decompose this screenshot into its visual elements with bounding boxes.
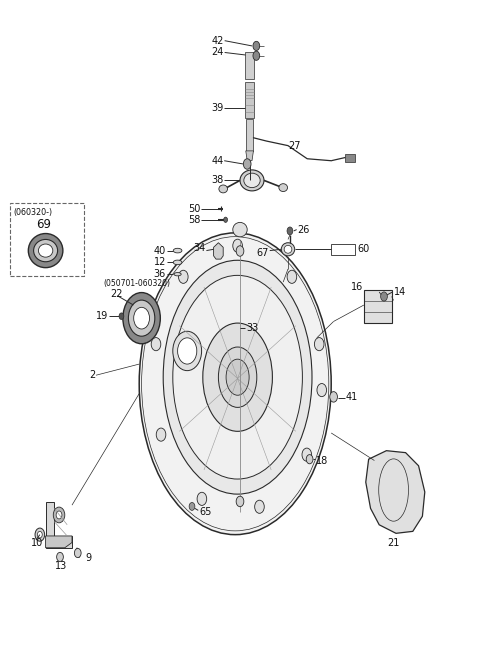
Text: 2: 2 — [89, 370, 95, 380]
Ellipse shape — [173, 331, 202, 371]
Circle shape — [233, 239, 242, 253]
Circle shape — [224, 217, 228, 222]
Circle shape — [57, 552, 63, 562]
Text: 33: 33 — [246, 323, 259, 333]
Text: 14: 14 — [394, 287, 406, 297]
Text: 39: 39 — [211, 103, 224, 113]
Text: 27: 27 — [288, 140, 300, 151]
Ellipse shape — [174, 273, 181, 276]
Circle shape — [287, 227, 293, 235]
Text: 44: 44 — [211, 155, 224, 166]
Circle shape — [314, 338, 324, 351]
Circle shape — [253, 41, 260, 51]
Circle shape — [156, 428, 166, 441]
Bar — [245, 52, 254, 79]
Ellipse shape — [163, 260, 312, 494]
Circle shape — [253, 51, 260, 60]
Ellipse shape — [139, 233, 331, 535]
Polygon shape — [214, 243, 223, 259]
Text: 13: 13 — [55, 561, 68, 571]
Text: 60: 60 — [358, 244, 370, 255]
Ellipse shape — [34, 239, 58, 262]
Circle shape — [74, 548, 81, 558]
Circle shape — [56, 511, 62, 519]
Circle shape — [236, 496, 244, 506]
Circle shape — [35, 528, 45, 541]
Bar — [331, 244, 355, 255]
Bar — [364, 290, 392, 323]
Text: 9: 9 — [85, 552, 92, 563]
Ellipse shape — [219, 185, 228, 193]
Circle shape — [306, 455, 313, 464]
Text: 41: 41 — [346, 392, 358, 402]
Ellipse shape — [279, 184, 288, 192]
Ellipse shape — [123, 293, 160, 344]
Circle shape — [255, 501, 264, 514]
Ellipse shape — [233, 222, 247, 237]
Circle shape — [243, 159, 251, 169]
Polygon shape — [246, 151, 253, 161]
Text: 67: 67 — [256, 247, 269, 258]
Text: 34: 34 — [193, 243, 205, 253]
Text: 69: 69 — [36, 218, 51, 231]
Circle shape — [302, 448, 312, 461]
Text: (050701-060320): (050701-060320) — [103, 279, 170, 288]
Circle shape — [317, 384, 326, 397]
Polygon shape — [46, 536, 72, 548]
Text: 19: 19 — [96, 311, 108, 321]
Ellipse shape — [240, 170, 264, 191]
Circle shape — [287, 270, 297, 283]
Text: 26: 26 — [298, 224, 310, 235]
Text: 21: 21 — [387, 537, 400, 548]
Ellipse shape — [218, 347, 257, 407]
Circle shape — [330, 392, 337, 402]
Text: 40: 40 — [154, 245, 166, 256]
Polygon shape — [366, 451, 425, 533]
Ellipse shape — [133, 307, 149, 329]
Text: 36: 36 — [154, 269, 166, 279]
Ellipse shape — [28, 234, 63, 268]
Text: 22: 22 — [110, 289, 123, 299]
Text: 38: 38 — [211, 175, 224, 186]
Circle shape — [179, 270, 188, 283]
Polygon shape — [46, 502, 72, 548]
FancyBboxPatch shape — [10, 203, 84, 276]
Text: 42: 42 — [211, 35, 224, 46]
Circle shape — [189, 502, 195, 510]
Circle shape — [381, 292, 387, 301]
Circle shape — [236, 246, 244, 256]
Ellipse shape — [173, 260, 182, 264]
Ellipse shape — [128, 300, 155, 336]
Circle shape — [119, 313, 124, 319]
Circle shape — [53, 507, 65, 523]
Circle shape — [197, 492, 207, 505]
Ellipse shape — [173, 248, 182, 253]
Bar — [245, 82, 254, 118]
Ellipse shape — [178, 338, 197, 364]
Ellipse shape — [244, 173, 260, 188]
Text: 24: 24 — [211, 47, 224, 58]
Text: 50: 50 — [189, 203, 201, 214]
Bar — [246, 119, 253, 151]
Text: 16: 16 — [350, 282, 363, 293]
Text: 18: 18 — [316, 455, 328, 466]
Ellipse shape — [226, 359, 249, 395]
Ellipse shape — [173, 276, 302, 479]
Text: 10: 10 — [31, 537, 44, 548]
Bar — [345, 154, 355, 162]
Text: (060320-): (060320-) — [13, 208, 53, 217]
Text: 65: 65 — [199, 506, 212, 517]
Ellipse shape — [281, 243, 295, 256]
Circle shape — [37, 531, 42, 538]
Text: 12: 12 — [154, 257, 166, 268]
Circle shape — [151, 338, 161, 351]
Text: 58: 58 — [189, 215, 201, 225]
Ellipse shape — [284, 245, 292, 253]
Ellipse shape — [38, 244, 53, 257]
Ellipse shape — [203, 323, 272, 432]
